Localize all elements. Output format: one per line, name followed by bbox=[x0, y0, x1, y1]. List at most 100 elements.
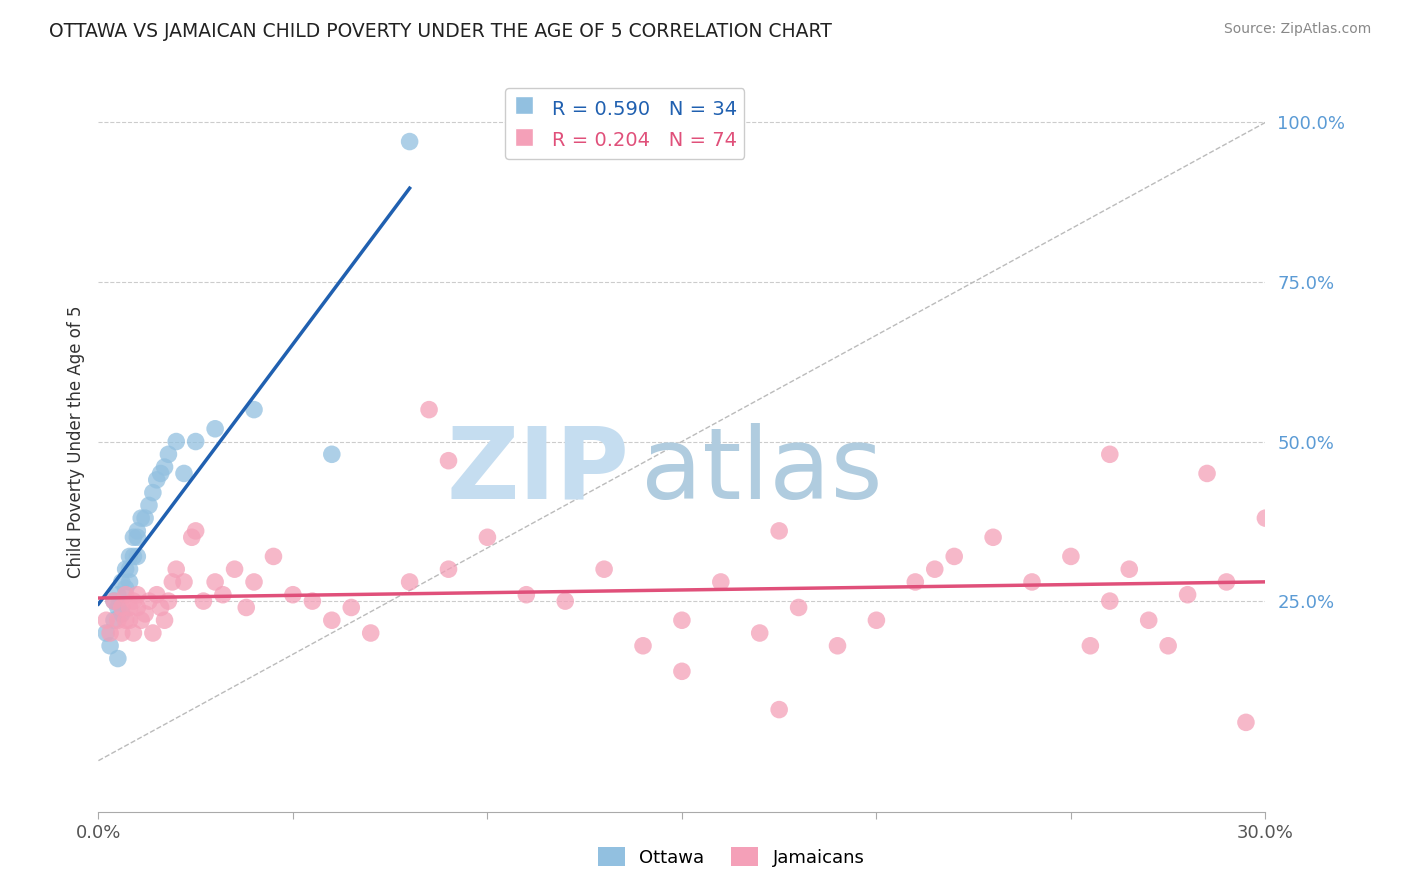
Point bbox=[212, 588, 235, 602]
Point bbox=[204, 422, 226, 436]
Point bbox=[1021, 574, 1043, 589]
Point bbox=[184, 524, 207, 538]
Point bbox=[118, 574, 141, 589]
Point bbox=[127, 530, 149, 544]
Point bbox=[146, 473, 169, 487]
Point bbox=[127, 524, 149, 538]
Point bbox=[127, 549, 149, 564]
Point bbox=[118, 549, 141, 564]
Text: OTTAWA VS JAMAICAN CHILD POVERTY UNDER THE AGE OF 5 CORRELATION CHART: OTTAWA VS JAMAICAN CHILD POVERTY UNDER T… bbox=[49, 22, 832, 41]
Point bbox=[157, 594, 180, 608]
Point bbox=[768, 524, 790, 538]
Point bbox=[204, 574, 226, 589]
Point bbox=[321, 613, 343, 627]
Point bbox=[924, 562, 946, 576]
Point bbox=[114, 582, 136, 596]
Point bbox=[118, 613, 141, 627]
Point bbox=[114, 613, 136, 627]
Point bbox=[321, 447, 343, 461]
Point bbox=[418, 402, 440, 417]
Point bbox=[1118, 562, 1140, 576]
Point bbox=[1234, 715, 1257, 730]
Point bbox=[138, 594, 160, 608]
Point bbox=[1157, 639, 1180, 653]
Point bbox=[103, 594, 125, 608]
Point bbox=[157, 447, 180, 461]
Point bbox=[243, 574, 266, 589]
Point bbox=[134, 607, 156, 621]
Point bbox=[111, 600, 134, 615]
Point bbox=[103, 613, 125, 627]
Point bbox=[398, 135, 420, 149]
Point bbox=[149, 600, 172, 615]
Point bbox=[98, 626, 121, 640]
Point bbox=[127, 588, 149, 602]
Point bbox=[153, 613, 176, 627]
Point bbox=[134, 511, 156, 525]
Point bbox=[122, 530, 145, 544]
Point bbox=[1254, 511, 1277, 525]
Point bbox=[515, 588, 537, 602]
Y-axis label: Child Poverty Under the Age of 5: Child Poverty Under the Age of 5 bbox=[66, 305, 84, 578]
Point bbox=[96, 626, 118, 640]
Point bbox=[111, 626, 134, 640]
Point bbox=[768, 703, 790, 717]
Point bbox=[1177, 588, 1199, 602]
Point bbox=[129, 511, 152, 525]
Point bbox=[671, 613, 693, 627]
Point bbox=[129, 613, 152, 627]
Point bbox=[787, 600, 810, 615]
Point bbox=[96, 613, 118, 627]
Point bbox=[1060, 549, 1083, 564]
Point bbox=[111, 607, 134, 621]
Point bbox=[437, 562, 460, 576]
Point bbox=[671, 665, 693, 679]
Point bbox=[943, 549, 966, 564]
Point bbox=[149, 467, 172, 481]
Point bbox=[1215, 574, 1237, 589]
Point bbox=[173, 574, 195, 589]
Point bbox=[122, 549, 145, 564]
Text: ZIP: ZIP bbox=[447, 423, 630, 520]
Legend: R = 0.590   N = 34, R = 0.204   N = 74: R = 0.590 N = 34, R = 0.204 N = 74 bbox=[505, 88, 745, 160]
Point bbox=[1080, 639, 1102, 653]
Point bbox=[142, 485, 165, 500]
Point bbox=[827, 639, 849, 653]
Point bbox=[1137, 613, 1160, 627]
Point bbox=[107, 613, 129, 627]
Point bbox=[193, 594, 215, 608]
Point bbox=[118, 562, 141, 576]
Point bbox=[904, 574, 927, 589]
Point bbox=[593, 562, 616, 576]
Point bbox=[631, 639, 654, 653]
Point bbox=[142, 626, 165, 640]
Point bbox=[243, 402, 266, 417]
Point bbox=[138, 499, 160, 513]
Point bbox=[398, 574, 420, 589]
Point bbox=[107, 600, 129, 615]
Point bbox=[118, 600, 141, 615]
Text: Source: ZipAtlas.com: Source: ZipAtlas.com bbox=[1223, 22, 1371, 37]
Point bbox=[224, 562, 246, 576]
Point bbox=[340, 600, 363, 615]
Point bbox=[153, 460, 176, 475]
Point bbox=[360, 626, 382, 640]
Point bbox=[114, 588, 136, 602]
Point bbox=[1098, 447, 1121, 461]
Point bbox=[554, 594, 576, 608]
Point bbox=[165, 434, 187, 449]
Point bbox=[981, 530, 1004, 544]
Point bbox=[281, 588, 304, 602]
Point bbox=[165, 562, 187, 576]
Point bbox=[122, 594, 145, 608]
Point bbox=[173, 467, 195, 481]
Point bbox=[122, 626, 145, 640]
Point bbox=[1195, 467, 1218, 481]
Point bbox=[184, 434, 207, 449]
Point bbox=[146, 588, 169, 602]
Point bbox=[748, 626, 770, 640]
Point bbox=[127, 600, 149, 615]
Point bbox=[103, 594, 125, 608]
Point bbox=[111, 574, 134, 589]
Point bbox=[98, 639, 121, 653]
